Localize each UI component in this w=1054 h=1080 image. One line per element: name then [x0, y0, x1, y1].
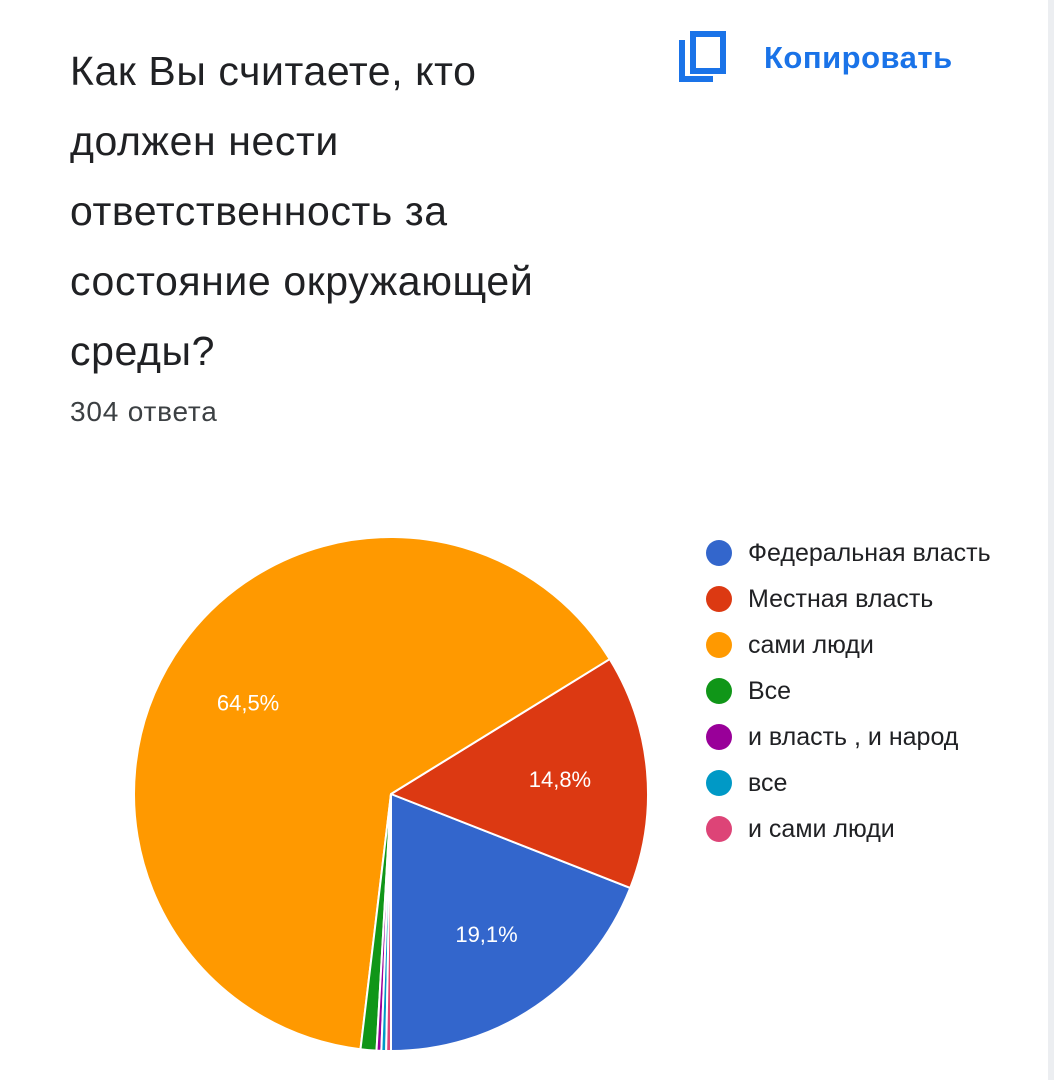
- legend-label: сами люди: [748, 631, 874, 659]
- legend-item: сами люди: [706, 628, 1006, 662]
- legend-label: Местная власть: [748, 585, 934, 613]
- legend-label: Все: [748, 677, 792, 705]
- pie-slice-1: [390, 792, 632, 1053]
- legend-item: и сами люди: [706, 812, 1006, 846]
- chart-legend: Федеральная власть Местная власть сами люд…: [706, 536, 1006, 858]
- legend-swatch: [706, 678, 732, 704]
- legend-item: Местная власть: [706, 582, 1006, 616]
- slice-label-2: 14,8%: [529, 767, 591, 792]
- pie-chart: 19,1% 14,8% 64,5%: [133, 536, 649, 1053]
- copy-button[interactable]: Копировать: [676, 30, 953, 86]
- legend-item: Федеральная власть: [706, 536, 1006, 570]
- slice-label-3: 64,5%: [217, 691, 279, 716]
- legend-label: все: [748, 769, 788, 797]
- legend-swatch: [706, 632, 732, 658]
- window-edge: [1048, 0, 1054, 1080]
- legend-swatch: [706, 586, 732, 612]
- legend-item: и власть , и народ: [706, 720, 1006, 754]
- legend-label: и власть , и народ: [748, 723, 959, 751]
- legend-swatch: [706, 724, 732, 750]
- pie-slice-7: [385, 793, 392, 1053]
- copy-icon: [679, 31, 726, 82]
- copy-label: Копировать: [764, 40, 953, 75]
- legend-item: Все: [706, 674, 1006, 708]
- question-title: Как Вы считаете, кто должен нести ответс…: [70, 48, 534, 374]
- legend-item: все: [706, 766, 1006, 800]
- pie-slice-2: [388, 657, 649, 890]
- legend-label: и сами люди: [748, 815, 895, 843]
- legend-label: Федеральная власть: [748, 539, 991, 567]
- response-count: 304 ответа: [70, 396, 218, 427]
- legend-swatch: [706, 540, 732, 566]
- legend-swatch: [706, 770, 732, 796]
- pie-slice-3: [133, 536, 612, 1051]
- legend-swatch: [706, 816, 732, 842]
- slice-label-1: 19,1%: [455, 922, 517, 947]
